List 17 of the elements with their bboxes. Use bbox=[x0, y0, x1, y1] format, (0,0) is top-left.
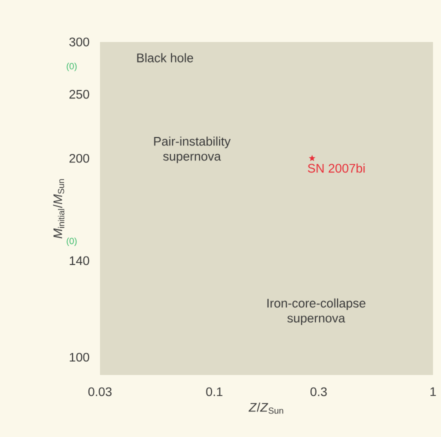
x-tick-label: 1 bbox=[430, 387, 436, 396]
x-tick-label: 0.1 bbox=[206, 387, 222, 396]
y-tick-label: 140 bbox=[70, 256, 90, 266]
y-tick-label: 300 bbox=[69, 38, 90, 46]
y-tick-label: 250 bbox=[69, 90, 90, 99]
annotation: Iron-core-collapse supernova bbox=[267, 298, 366, 325]
y-tick-label: 200 bbox=[69, 154, 90, 163]
text: (0) bbox=[66, 62, 77, 72]
series-label: SN 2007bi bbox=[308, 164, 365, 173]
x-tick-label: 0.3 bbox=[310, 387, 327, 396]
x-tick-label: 0.03 bbox=[88, 387, 112, 396]
y-axis-title: M$_{initial}$/M$_{Sun}$ bbox=[53, 179, 64, 238]
annotation: Pair-instability supernova bbox=[154, 136, 231, 164]
x-axis-title: Z/Z$_{Sun}$ bbox=[248, 402, 284, 414]
annotation: Black hole bbox=[137, 53, 194, 62]
y-tick-label: 100 bbox=[70, 352, 90, 362]
text: (0) bbox=[66, 238, 77, 246]
